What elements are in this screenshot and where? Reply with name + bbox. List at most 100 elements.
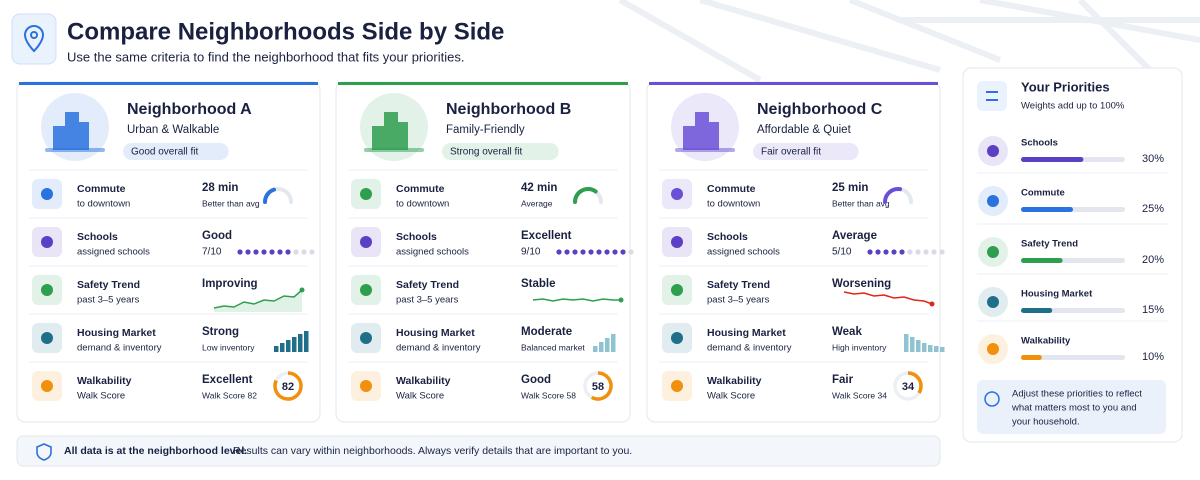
row-icon-glyph: [360, 284, 372, 296]
market-bar: [922, 343, 927, 352]
market-bar: [910, 337, 915, 352]
row-sublabel: assigned schools: [707, 247, 780, 258]
priority-name: Commute: [1021, 188, 1065, 199]
footer-bar: [16, 435, 941, 467]
row-note: Balanced market: [521, 342, 585, 352]
row-icon-glyph: [360, 236, 372, 248]
sparkline-end: [618, 297, 624, 303]
walk-score: 58: [592, 381, 604, 393]
priority-name: Walkability: [1021, 336, 1071, 347]
rating-dot: [628, 249, 634, 255]
row-label: Housing Market: [707, 327, 786, 339]
info-text: Adjust these priorities to reflect: [1012, 389, 1142, 400]
market-bar: [292, 337, 297, 352]
fit-label: Good overall fit: [131, 147, 198, 158]
footer-bold: All data is at the neighborhood level.: [64, 445, 247, 457]
rating-dot: [556, 249, 562, 255]
row-icon-glyph: [671, 332, 683, 344]
neighborhood-card: Neighborhood C Affordable & Quiet Fair ove…: [646, 81, 945, 423]
row-value: Stable: [521, 278, 556, 290]
row-sublabel: past 3–5 years: [396, 295, 459, 306]
illustration-buildings: [372, 112, 408, 150]
market-bar: [605, 338, 610, 352]
commute-gauge: [573, 187, 598, 204]
rating-dot: [269, 249, 275, 255]
row-note: 7/10: [202, 247, 222, 258]
neighborhood-name: Neighborhood B: [446, 101, 571, 118]
row-value: Worsening: [832, 278, 891, 290]
rating-dot: [564, 249, 570, 255]
row-icon-glyph: [671, 284, 683, 296]
row-value: 28 min: [202, 182, 238, 194]
fit-pill: [442, 143, 559, 160]
row-label: Safety Trend: [77, 279, 140, 291]
rating-dot: [580, 249, 586, 255]
sparkline: [213, 289, 303, 309]
row-note: High inventory: [832, 342, 887, 352]
market-bar: [928, 345, 933, 352]
footer-text: Results can vary within neighborhoods. A…: [233, 445, 632, 457]
rating-dot: [612, 249, 618, 255]
walk-ring: [590, 371, 613, 401]
row-sublabel: past 3–5 years: [707, 295, 770, 306]
rating-dot: [309, 249, 315, 255]
row-label: Commute: [77, 183, 126, 195]
priority-bar: [1021, 308, 1053, 313]
row-sublabel: assigned schools: [77, 247, 150, 258]
market-bar: [940, 347, 945, 352]
neighborhood-tagline: Family-Friendly: [446, 124, 525, 136]
row-note: 9/10: [521, 247, 541, 258]
neighborhood-card: Neighborhood B Family-Friendly Strong over…: [335, 81, 634, 423]
rating-dot: [915, 249, 921, 255]
walk-ring: [273, 371, 303, 401]
neighborhood-name: Neighborhood C: [757, 101, 883, 118]
row-label: Walkability: [707, 375, 762, 387]
row-icon-glyph: [671, 380, 683, 392]
row-note: Low inventory: [202, 342, 255, 352]
info-text: what matters most to you and: [1011, 403, 1137, 414]
rating-dot: [604, 249, 610, 255]
rating-dot: [285, 249, 291, 255]
illustration-buildings: [683, 112, 719, 150]
row-sublabel: demand & inventory: [707, 343, 792, 354]
row-icon-glyph: [671, 236, 683, 248]
market-bar: [280, 343, 285, 352]
row-value: Weak: [832, 326, 862, 338]
row-value: 25 min: [832, 182, 868, 194]
row-label: Schools: [396, 231, 437, 243]
logo-pin: [23, 24, 45, 53]
rating-dot: [588, 249, 594, 255]
row-label: Schools: [77, 231, 118, 243]
logo-pin-dot: [30, 31, 38, 39]
rating-dot: [620, 249, 626, 255]
row-value: Good: [202, 230, 232, 242]
priority-bar: [1021, 157, 1084, 162]
panel-subtitle: Weights add up to 100%: [1021, 101, 1125, 112]
market-bar: [611, 334, 616, 352]
row-icon-glyph: [41, 380, 53, 392]
priority-icon-glyph: [987, 195, 999, 207]
row-icon-glyph: [41, 332, 53, 344]
market-bar: [599, 342, 604, 352]
row-label: Commute: [707, 183, 756, 195]
market-bar: [304, 331, 309, 352]
priority-weight: 25%: [1142, 203, 1164, 215]
fit-pill: [123, 143, 229, 160]
row-note: 5/10: [832, 247, 852, 258]
priority-name: Schools: [1021, 138, 1058, 149]
rating-dot: [939, 249, 945, 255]
row-sublabel: demand & inventory: [396, 343, 481, 354]
market-bar: [274, 346, 279, 352]
row-label: Housing Market: [77, 327, 156, 339]
rating-dot: [883, 249, 889, 255]
market-bar: [593, 346, 598, 352]
fit-pill: [753, 143, 859, 160]
rating-dot: [237, 249, 243, 255]
priority-weight: 10%: [1142, 351, 1164, 363]
footer-icon: [36, 443, 52, 461]
row-icon-glyph: [41, 284, 53, 296]
row-label: Walkability: [77, 375, 132, 387]
row-label: Commute: [396, 183, 445, 195]
row-note: Walk Score 82: [202, 390, 257, 400]
info-icon: [984, 391, 1000, 407]
